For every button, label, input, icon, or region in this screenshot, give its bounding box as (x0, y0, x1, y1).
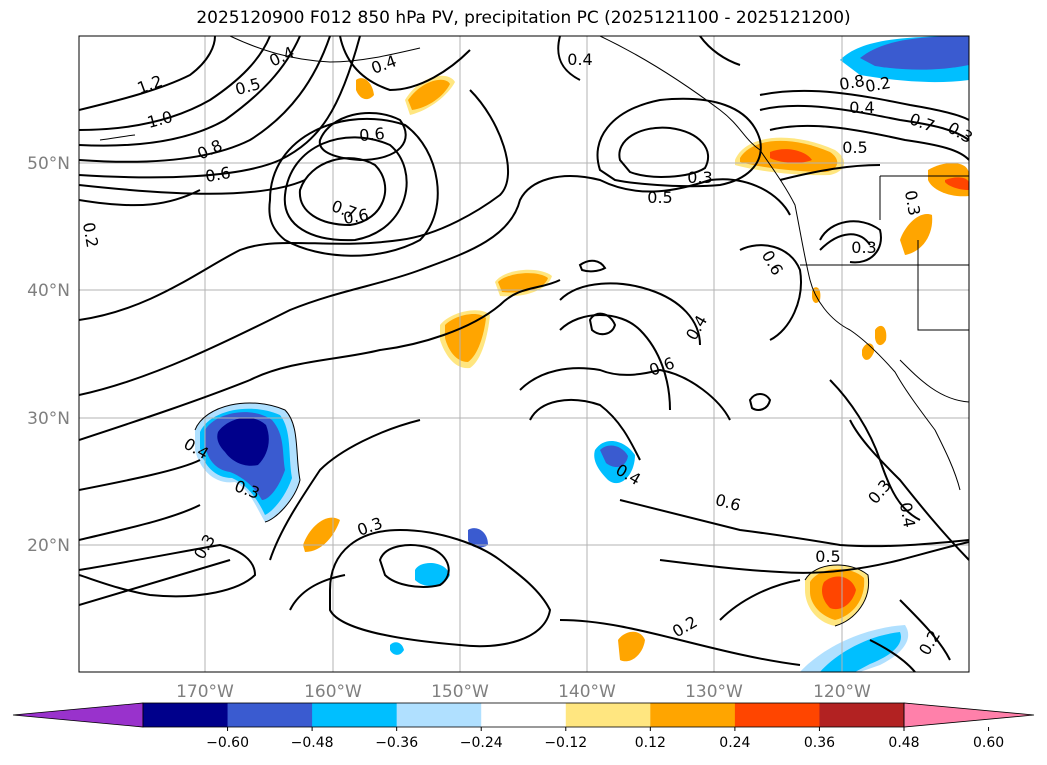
precip-blob (445, 314, 486, 362)
lon-label-160w: 160°W (304, 682, 362, 702)
precip-blob (860, 36, 969, 70)
colorbar-segment (565, 703, 651, 727)
precip-blob (356, 78, 374, 100)
contour-label: 0.5 (842, 138, 867, 157)
contour-label: 0.2 (864, 73, 892, 96)
colorbar-extend-min (12, 702, 144, 728)
contour-label: 0.5 (815, 547, 840, 566)
lat-label-20n: 20°N (27, 536, 70, 556)
precip-blob (820, 632, 901, 672)
precip-shading (195, 36, 969, 672)
colorbar-tick-label: −0.36 (375, 735, 418, 751)
coastlines (99, 36, 969, 491)
map-frame (78, 35, 970, 673)
contour-label: 0.4 (896, 501, 919, 529)
colorbar-segment (312, 703, 398, 727)
map-area (79, 36, 969, 672)
colorbar-segment (396, 703, 482, 727)
pv-contours (79, 36, 969, 672)
lon-label-150w: 150°W (431, 682, 489, 702)
colorbar-extend-max (903, 702, 1035, 728)
colorbar-frame (142, 702, 905, 728)
contour-label: 0.5 (647, 188, 672, 207)
colorbar-segment (143, 703, 229, 727)
precip-blob (900, 214, 933, 255)
lon-label-120w: 120°W (813, 682, 871, 702)
contour-label: 0.8 (838, 71, 866, 94)
precip-blob (217, 417, 269, 466)
colorbar-tick-label: −0.60 (206, 735, 249, 751)
lon-label-170w: 170°W (176, 682, 234, 702)
contour-label: 0.2 (79, 221, 102, 249)
precip-blob (822, 576, 856, 610)
lat-label-50n: 50°N (27, 154, 70, 174)
figure-title: 2025120900 F012 850 hPa PV, precipitatio… (196, 8, 851, 28)
colorbar-tick-label: −0.24 (460, 735, 503, 751)
contour-label: 0.4 (849, 98, 874, 117)
colorbar-tick-label: 0.60 (973, 735, 1004, 751)
pv-contours-thin (194, 402, 870, 627)
colorbar-tick-label: −0.48 (291, 735, 334, 751)
colorbar-tick-label: −0.12 (544, 735, 587, 751)
precip-blob (600, 445, 628, 468)
colorbar-segment (481, 703, 567, 727)
contour-label: 0.4 (567, 50, 592, 69)
colorbar-tick-label: 0.48 (888, 735, 919, 751)
contour-label: 0.6 (342, 205, 370, 228)
colorbar-tick-label: 0.36 (804, 735, 835, 751)
precip-blob (303, 517, 340, 552)
precip-blob (415, 563, 450, 587)
precip-blob (618, 631, 645, 662)
precip-blob (390, 642, 404, 655)
precip-blob (875, 325, 887, 346)
precip-blob (468, 528, 488, 548)
contour-label: 0.3 (851, 238, 876, 257)
colorbar-segment (819, 703, 905, 727)
colorbar-tick-label: 0.12 (635, 735, 666, 751)
colorbar: −0.60 −0.48 −0.36 −0.24 −0.12 0.12 0.24 0.36 0.4… (12, 702, 1035, 751)
colorbar-tick-label: 0.24 (719, 735, 750, 751)
contour-label: 0.3 (901, 189, 924, 217)
lat-label-40n: 40°N (27, 281, 70, 301)
colorbar-segment (734, 703, 820, 727)
lon-label-140w: 140°W (558, 682, 616, 702)
colorbar-segment (227, 703, 313, 727)
precip-blob (770, 149, 812, 163)
contour-label: 0.3 (687, 168, 712, 187)
lat-label-30n: 30°N (27, 409, 70, 429)
precip-blob (408, 79, 450, 110)
precip-blob (945, 177, 969, 190)
lon-label-130w: 130°W (685, 682, 743, 702)
colorbar-segment (650, 703, 736, 727)
contour-label: 0.6 (358, 124, 385, 145)
contour-label: 0.6 (204, 163, 232, 186)
